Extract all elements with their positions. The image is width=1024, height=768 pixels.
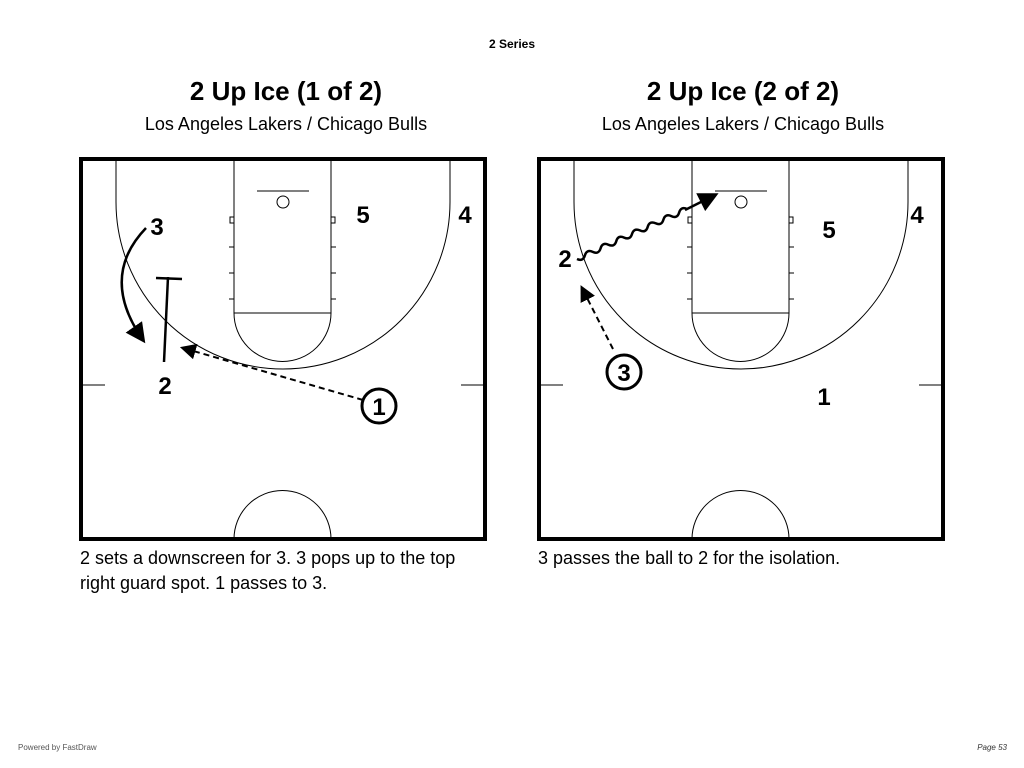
screen-bar bbox=[155, 276, 183, 281]
player-3-ball-marker bbox=[605, 353, 643, 391]
powered-by: Powered by FastDraw bbox=[18, 743, 97, 752]
player-1: 1 bbox=[817, 384, 830, 411]
player-1: 1 bbox=[372, 394, 385, 421]
dribble-arrow-head bbox=[684, 193, 719, 212]
play-2-subtitle: Los Angeles Lakers / Chicago Bulls bbox=[601, 114, 885, 134]
play-2-court: 3 2 5 4 1 bbox=[537, 157, 947, 541]
hoop bbox=[734, 195, 748, 209]
free-throw-circle bbox=[691, 312, 790, 362]
court-boundary bbox=[79, 157, 487, 541]
player-5: 5 bbox=[822, 217, 835, 244]
play-1-subtitle: Los Angeles Lakers / Chicago Bulls bbox=[144, 114, 428, 134]
player-4: 4 bbox=[458, 202, 472, 229]
player-3: 3 bbox=[617, 360, 630, 387]
free-throw-circle bbox=[233, 312, 332, 362]
lane bbox=[691, 158, 790, 314]
play-2-court-diagram: 3 2 5 4 1 bbox=[537, 157, 945, 541]
lane-marks bbox=[229, 216, 336, 300]
player-3: 3 bbox=[150, 214, 163, 241]
cut-arrow bbox=[120, 227, 147, 344]
court-boundary bbox=[537, 157, 945, 541]
play-1-court: 1 2 3 4 5 bbox=[79, 157, 489, 541]
three-point-line bbox=[115, 159, 451, 370]
lane bbox=[233, 158, 332, 314]
center-circle bbox=[691, 490, 790, 540]
dribble-arrow bbox=[576, 206, 688, 262]
play-1-court-diagram: 1 2 3 4 5 bbox=[79, 157, 487, 541]
pass-arrow bbox=[179, 343, 364, 401]
play-1-description: 2 sets a downscreen for 3. 3 pops up to … bbox=[80, 548, 456, 593]
pass-arrow bbox=[580, 285, 614, 350]
player-1-ball-marker bbox=[360, 387, 398, 425]
player-5: 5 bbox=[356, 202, 369, 229]
player-4: 4 bbox=[910, 202, 924, 229]
series-title: 2 Series bbox=[488, 37, 536, 51]
play-1-title: 2 Up Ice (1 of 2) bbox=[189, 76, 383, 106]
play-2-title: 2 Up Ice (2 of 2) bbox=[646, 76, 840, 106]
play-2-description: 3 passes the ball to 2 for the isolation… bbox=[538, 548, 841, 568]
page-number: Page 53 bbox=[977, 743, 1007, 752]
lane-marks bbox=[687, 216, 794, 300]
player-2: 2 bbox=[158, 373, 171, 400]
three-point-line bbox=[573, 159, 909, 370]
player-2: 2 bbox=[558, 246, 571, 273]
screen-line bbox=[162, 276, 170, 363]
hoop bbox=[276, 195, 290, 209]
center-circle bbox=[233, 490, 332, 540]
